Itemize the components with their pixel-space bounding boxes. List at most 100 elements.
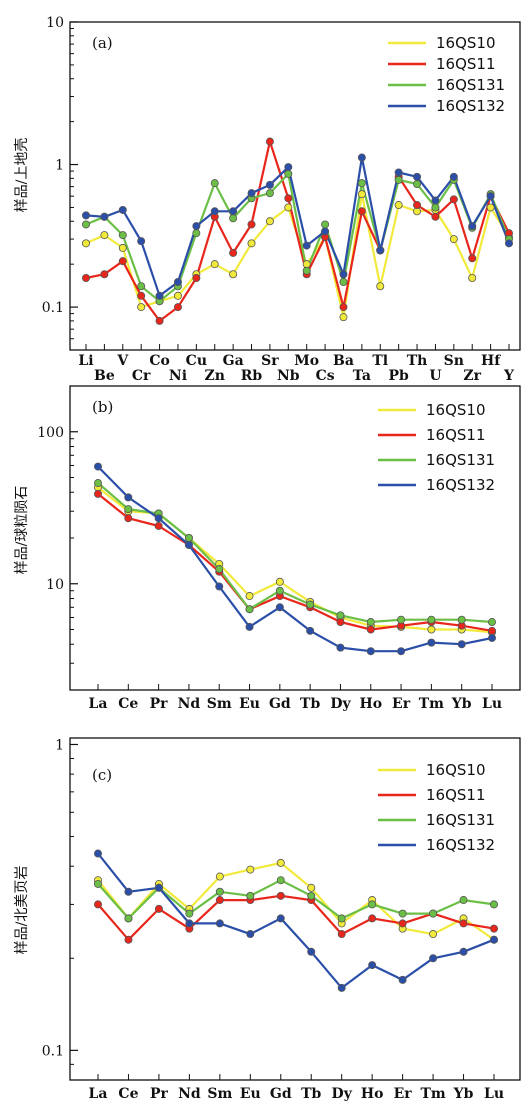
data-point <box>486 203 495 212</box>
x-tick-label: Ho <box>359 696 382 712</box>
x-tick-label: Nb <box>277 368 300 384</box>
data-point <box>284 163 293 172</box>
x-tick-label: Tm <box>420 1086 445 1102</box>
x-tick-label: Ho <box>361 1086 384 1102</box>
data-point <box>265 180 274 189</box>
y-tick-label: 10 <box>46 577 64 593</box>
data-point <box>94 489 103 498</box>
x-tick-label: Dy <box>330 696 351 712</box>
data-point <box>276 914 285 923</box>
data-point <box>504 239 513 248</box>
data-point <box>487 618 496 627</box>
data-point <box>124 493 133 502</box>
data-point <box>118 205 127 214</box>
data-point <box>487 626 496 635</box>
data-point <box>173 303 182 312</box>
data-point <box>265 189 274 198</box>
data-point <box>185 919 194 928</box>
x-tick-label: Mo <box>294 353 319 369</box>
data-point <box>307 947 316 956</box>
data-point <box>229 214 238 223</box>
data-point <box>284 169 293 178</box>
data-point <box>246 930 255 939</box>
data-point <box>368 961 377 970</box>
data-point <box>276 891 285 900</box>
data-point <box>366 647 375 656</box>
legend: 16QS10 16QS11 16QS131 16QS132 <box>378 401 495 494</box>
x-tick-label: La <box>89 1086 108 1102</box>
series-line <box>97 894 495 941</box>
data-point <box>184 540 193 549</box>
data-point <box>215 887 224 896</box>
series-line <box>97 493 493 632</box>
data-point <box>100 231 109 240</box>
legend-label: 16QS10 <box>426 761 486 779</box>
data-point <box>275 603 284 612</box>
data-point <box>210 260 219 269</box>
data-point <box>307 891 316 900</box>
data-point <box>245 605 254 614</box>
x-tick-label: Rb <box>241 368 263 384</box>
legend-label: 16QS11 <box>436 55 496 73</box>
chart-panel-3: 0.1 1 样品/北美页岩 La Ce Pr Nd Sm Eu Gd Tb Dy Ho Er Tm Yb Lu (… <box>14 737 521 1102</box>
data-point <box>215 565 224 574</box>
data-point <box>284 203 293 212</box>
data-point <box>245 622 254 631</box>
data-point <box>366 625 375 634</box>
panel-label: (a) <box>92 34 113 52</box>
series-line <box>97 852 495 990</box>
x-tick-label: Ce <box>118 1086 138 1102</box>
data-point <box>275 586 284 595</box>
x-tick-label: Zn <box>205 368 225 384</box>
data-point <box>215 919 224 928</box>
data-point <box>302 266 311 275</box>
x-tick-label: V <box>116 353 129 369</box>
legend-label: 16QS132 <box>426 836 495 854</box>
data-point <box>394 175 403 184</box>
x-tick-label: Sm <box>207 1086 232 1102</box>
x-tick-label: Lu <box>484 1086 504 1102</box>
data-point <box>397 615 406 624</box>
data-point <box>118 243 127 252</box>
data-point <box>368 900 377 909</box>
data-point <box>336 611 345 620</box>
data-point <box>431 203 440 212</box>
data-point <box>457 615 466 624</box>
data-point <box>306 626 315 635</box>
data-point <box>394 201 403 210</box>
x-tick-label: Ce <box>118 696 138 712</box>
x-tick-label: Li <box>78 353 93 369</box>
x-tick-label: Gd <box>269 696 291 712</box>
x-tick-label: Sr <box>261 353 279 369</box>
data-point <box>215 872 224 881</box>
legend: 16QS10 16QS11 16QS131 16QS132 <box>378 761 495 854</box>
data-point <box>82 211 91 220</box>
data-point <box>431 212 440 221</box>
x-tick-label: Pb <box>388 368 409 384</box>
data-point <box>336 643 345 652</box>
data-point <box>192 273 201 282</box>
x-tick-label: Eu <box>239 696 260 712</box>
data-point <box>368 914 377 923</box>
data-point <box>137 303 146 312</box>
x-tick-label: Be <box>94 368 115 384</box>
chart-panel-1: 0.1 1 10 样品/上地壳 LiBeVCrCoNiCuZnGaRbSrNbMoCsB… <box>13 15 521 384</box>
x-tick-label: Hf <box>481 353 501 369</box>
data-point <box>357 190 366 199</box>
data-point <box>94 900 103 909</box>
data-point <box>449 172 458 181</box>
data-point <box>215 582 224 591</box>
x-tick-label: Th <box>407 353 428 369</box>
data-point <box>457 640 466 649</box>
data-point <box>124 914 133 923</box>
data-point <box>276 876 285 885</box>
x-tick-label: Tb <box>300 696 320 712</box>
data-point <box>118 231 127 240</box>
data-point <box>82 220 91 229</box>
data-point <box>357 153 366 162</box>
data-point <box>210 179 219 188</box>
data-point <box>137 282 146 291</box>
data-point <box>321 220 330 229</box>
data-point <box>210 207 219 216</box>
